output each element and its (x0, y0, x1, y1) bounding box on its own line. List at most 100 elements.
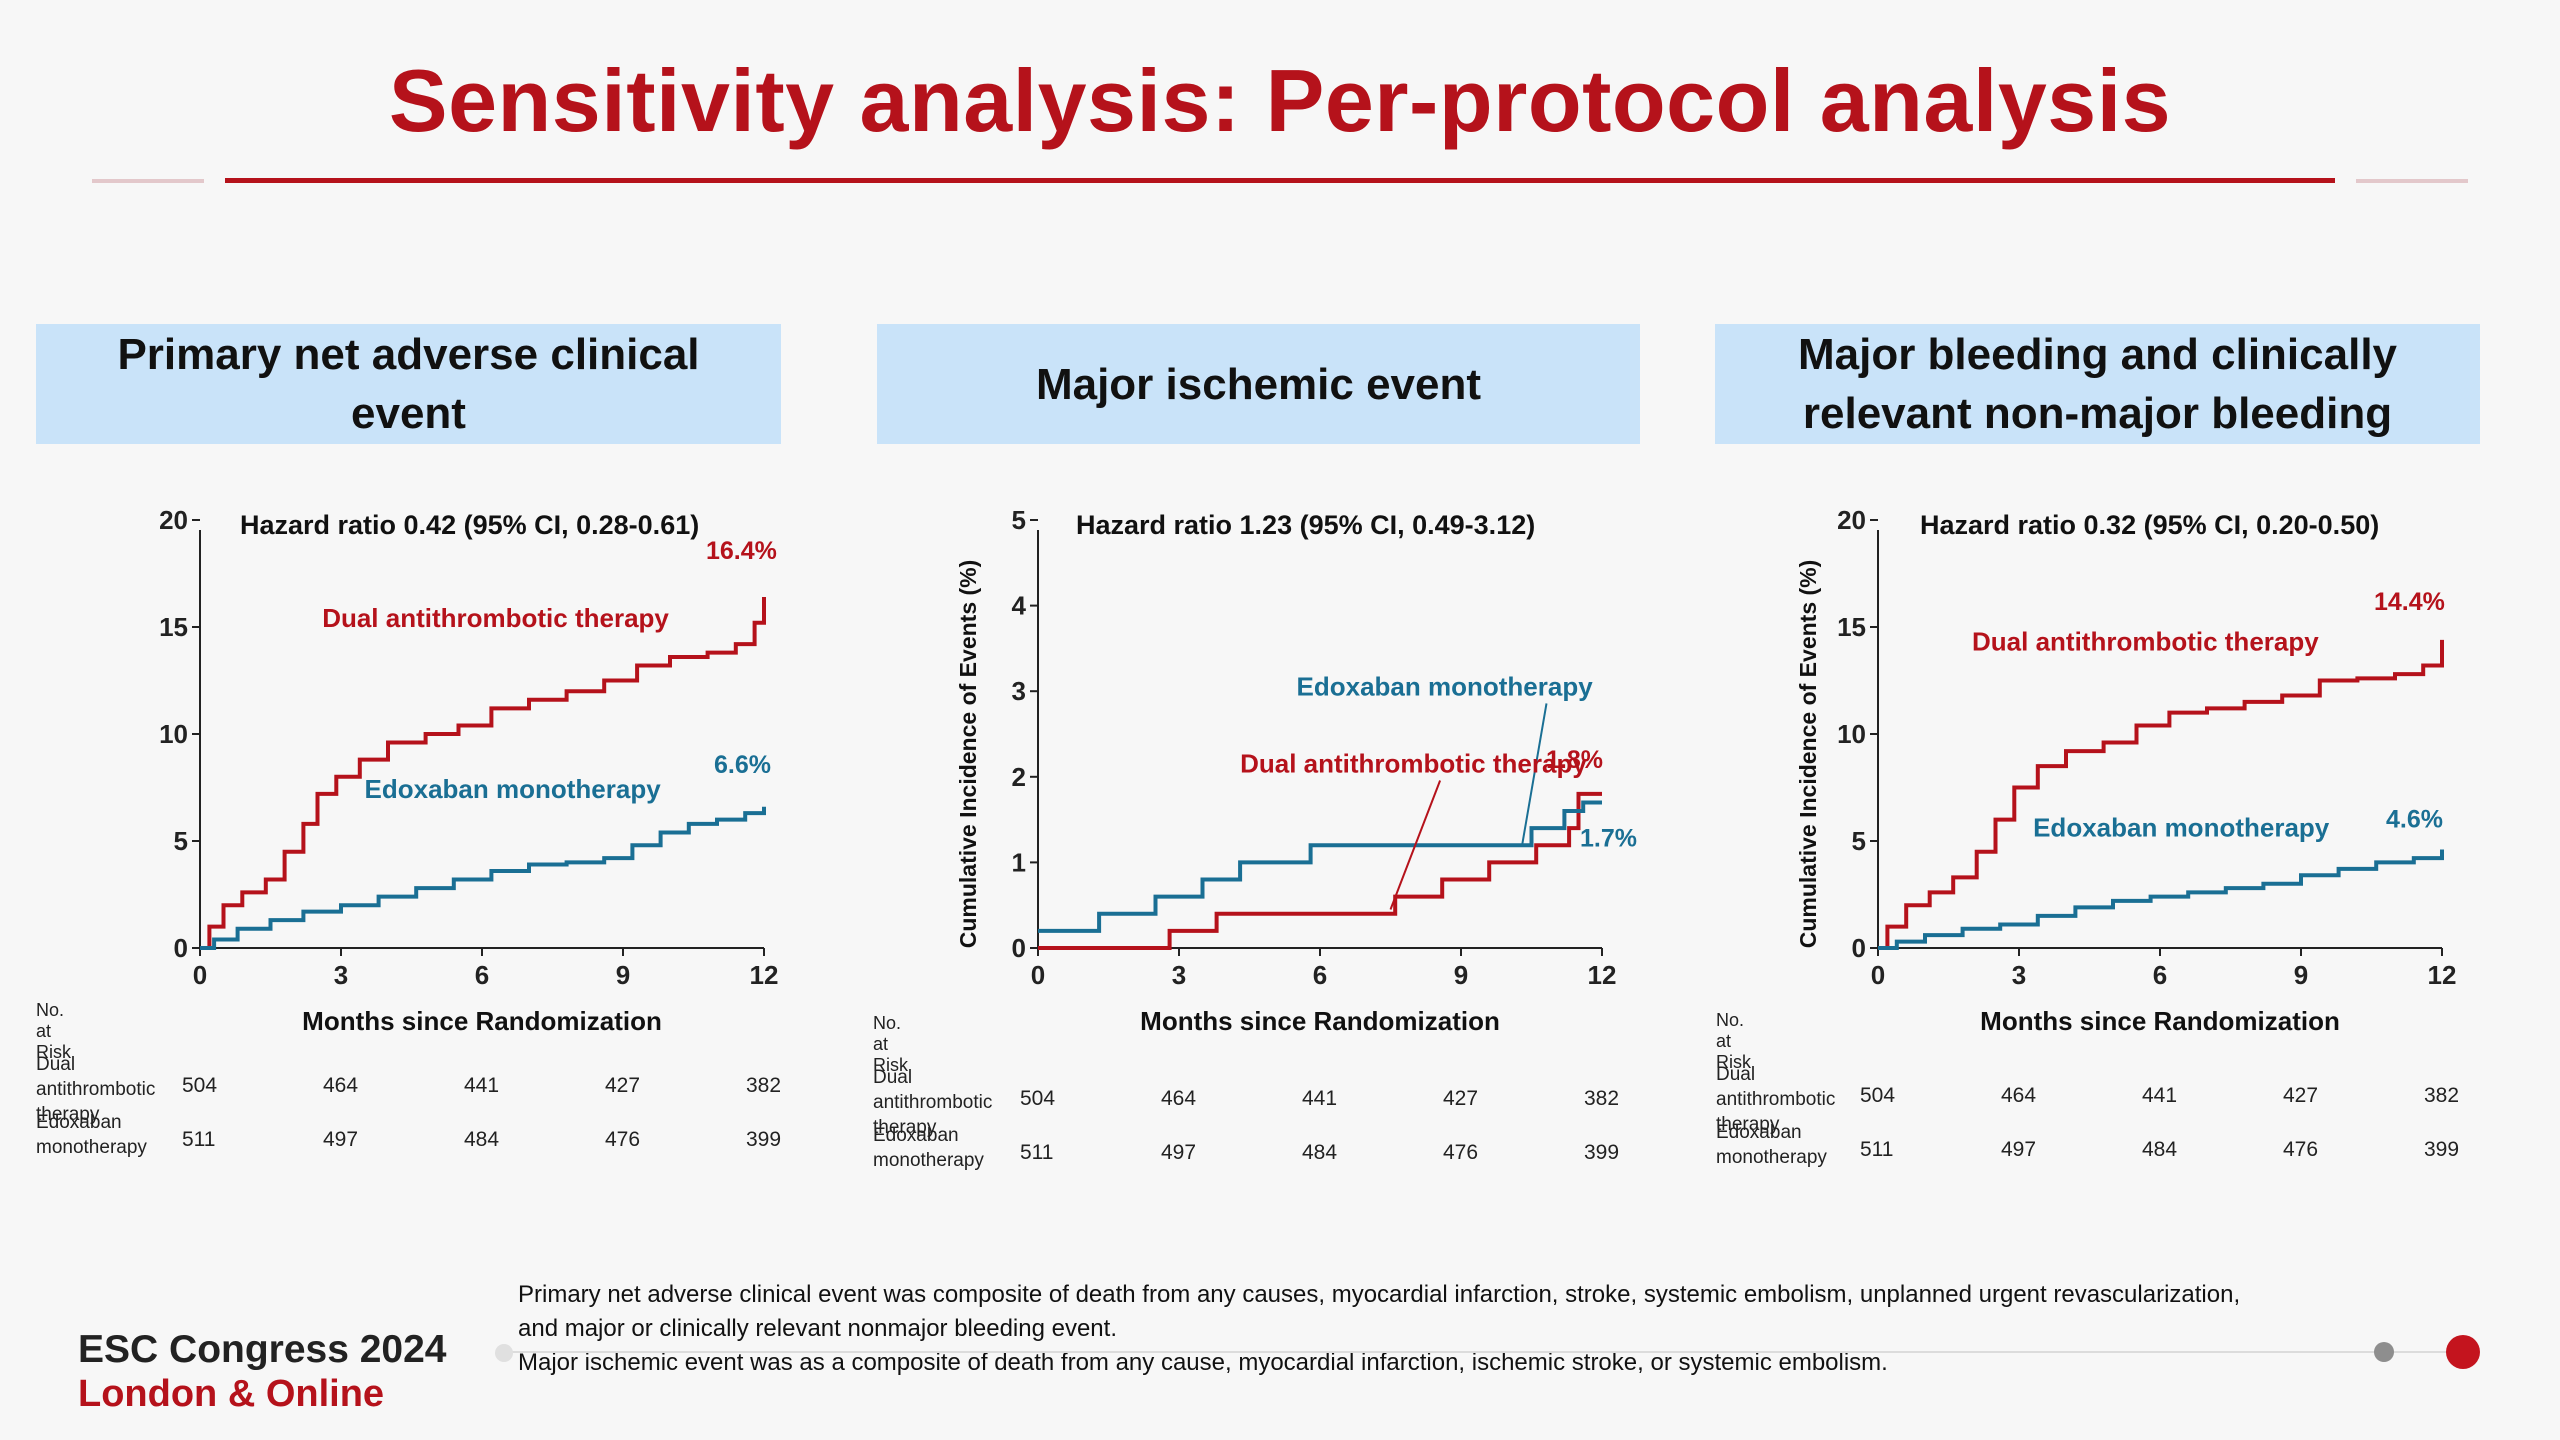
y-tick-label: 20 (1837, 505, 1866, 535)
panel-header-ischemic: Major ischemic event (877, 324, 1640, 444)
progress-current-dot[interactable] (2446, 1335, 2480, 1369)
risk-cell: 476 (2283, 1138, 2319, 1161)
y-tick-label: 15 (1837, 612, 1866, 642)
x-axis-title: Months since Randomization (302, 1006, 662, 1036)
x-tick-label: 6 (1313, 960, 1327, 990)
series-label: Dual antithrombotic therapy (1972, 627, 2319, 657)
risk-cell: 511 (1020, 1141, 1054, 1164)
hazard-ratio-text: Hazard ratio 1.23 (95% CI, 0.49-3.12) (1076, 510, 1535, 540)
x-tick-label: 3 (334, 960, 348, 990)
y-axis-title: Cumulative Incidence of Events (%) (1795, 560, 1821, 949)
risk-cell: 497 (2001, 1138, 2037, 1161)
congress-location: London & Online (78, 1373, 385, 1415)
series-line-dual (200, 597, 766, 950)
risk-cell: 441 (2142, 1084, 2178, 1107)
end-value-label: 16.4% (706, 537, 777, 565)
risk-cell: 504 (182, 1074, 218, 1097)
title-rule (225, 178, 2335, 183)
y-tick-label: 2 (1012, 762, 1026, 792)
progress-dot[interactable] (2374, 1342, 2394, 1362)
risk-cell: 497 (1161, 1141, 1197, 1164)
risk-cell: 504 (1020, 1087, 1056, 1110)
series-line-edoxaban (200, 806, 766, 950)
y-tick-label: 3 (1012, 676, 1026, 706)
x-tick-label: 3 (1172, 960, 1186, 990)
leader-line (1521, 703, 1548, 846)
series-line-dual (1038, 791, 1602, 950)
end-value-label: 14.4% (2374, 588, 2445, 616)
risk-row-label: Edoxaban monotherapy (1716, 1122, 1827, 1168)
y-tick-label: 5 (1012, 505, 1026, 535)
end-value-label: 4.6% (2386, 806, 2443, 834)
congress-logo: ESC Congress 2024 London & Online (78, 1328, 447, 1416)
panel-header-net-adverse: Primary net adverse clinical event (36, 324, 781, 444)
series-label: Edoxaban monotherapy (2033, 813, 2330, 843)
risk-cell: 511 (1860, 1138, 1894, 1161)
risk-cell: 476 (605, 1128, 641, 1151)
series-label: Edoxaban monotherapy (1297, 671, 1594, 701)
x-tick-label: 0 (193, 960, 207, 990)
km-chart-bleeding: 0 3 6 9 12 0 5 10 15 20 Months since Randomization… (1795, 505, 2457, 1036)
title-rule-right (2356, 179, 2468, 183)
risk-row-label: Edoxaban monotherapy (36, 1112, 147, 1158)
risk-row-label: Edoxaban monotherapy (873, 1125, 984, 1171)
risk-cell: 476 (1443, 1141, 1479, 1164)
risk-cell: 399 (1584, 1141, 1620, 1164)
series-line-edoxaban (1878, 849, 2444, 950)
risk-row-label: Dual antithrombotic therapy (36, 1054, 156, 1125)
risk-cell: 382 (746, 1074, 782, 1097)
risk-cell: 441 (1302, 1087, 1338, 1110)
risk-table-title: No. at Risk (36, 1000, 71, 1062)
end-value-label: 1.7% (1580, 824, 1637, 852)
slide-progress-track (505, 1351, 2465, 1353)
hazard-ratio-text: Hazard ratio 0.42 (95% CI, 0.28-0.61) (240, 510, 699, 540)
y-tick-label: 0 (174, 933, 188, 963)
slide-title: Sensitivity analysis: Per-protocol analy… (388, 51, 2172, 150)
x-axis-title: Months since Randomization (1980, 1006, 2340, 1036)
y-tick-label: 10 (159, 719, 188, 749)
footnote-line: and major or clinically relevant nonmajo… (518, 1315, 1117, 1342)
x-tick-label: 9 (616, 960, 630, 990)
risk-cell: 382 (2424, 1084, 2460, 1107)
risk-cell: 399 (2424, 1138, 2460, 1161)
x-tick-label: 0 (1871, 960, 1885, 990)
risk-cell: 464 (323, 1074, 359, 1097)
y-tick-label: 0 (1012, 933, 1026, 963)
y-axis-title: Cumulative Incidence of Events (%) (955, 560, 981, 949)
risk-cell: 504 (1860, 1084, 1896, 1107)
series-label: Dual antithrombotic therapy (322, 603, 669, 633)
x-axis-title: Months since Randomization (1140, 1006, 1500, 1036)
footnote: Primary net adverse clinical event was c… (518, 1278, 2478, 1380)
risk-cell: 511 (182, 1128, 216, 1151)
x-tick-label: 9 (1454, 960, 1468, 990)
footnote-line: Primary net adverse clinical event was c… (518, 1281, 2241, 1308)
y-tick-label: 4 (1012, 591, 1027, 621)
risk-cell: 427 (1443, 1087, 1479, 1110)
progress-start-dot (495, 1344, 513, 1362)
y-tick-label: 0 (1852, 933, 1866, 963)
series-line-dual (1878, 639, 2444, 950)
congress-name: ESC Congress 2024 (78, 1328, 447, 1371)
y-tick-label: 5 (174, 826, 188, 856)
risk-row-label: Dual antithrombotic therapy (873, 1067, 993, 1138)
y-tick-label: 20 (159, 505, 188, 535)
y-tick-label: 1 (1012, 847, 1026, 877)
footnote-line: Major ischemic event was as a composite … (518, 1349, 1888, 1376)
x-tick-label: 6 (2153, 960, 2167, 990)
risk-cell: 484 (2142, 1138, 2178, 1161)
end-value-label: 1.8% (1546, 746, 1603, 774)
risk-cell: 427 (2283, 1084, 2319, 1107)
x-tick-label: 12 (2428, 960, 2457, 990)
x-tick-label: 12 (750, 960, 779, 990)
series-label: Edoxaban monotherapy (365, 774, 662, 804)
leader-line (1389, 780, 1442, 910)
series-label: Dual antithrombotic therapy (1240, 749, 1587, 779)
y-tick-label: 10 (1837, 719, 1866, 749)
km-chart-net-adverse: 0 3 6 9 12 0 5 10 15 20 Months since Randomization… (159, 505, 779, 1036)
risk-cell: 399 (746, 1128, 782, 1151)
x-tick-label: 3 (2012, 960, 2026, 990)
x-tick-label: 0 (1031, 960, 1045, 990)
title-rule-left (92, 179, 204, 183)
y-tick-label: 5 (1852, 826, 1866, 856)
